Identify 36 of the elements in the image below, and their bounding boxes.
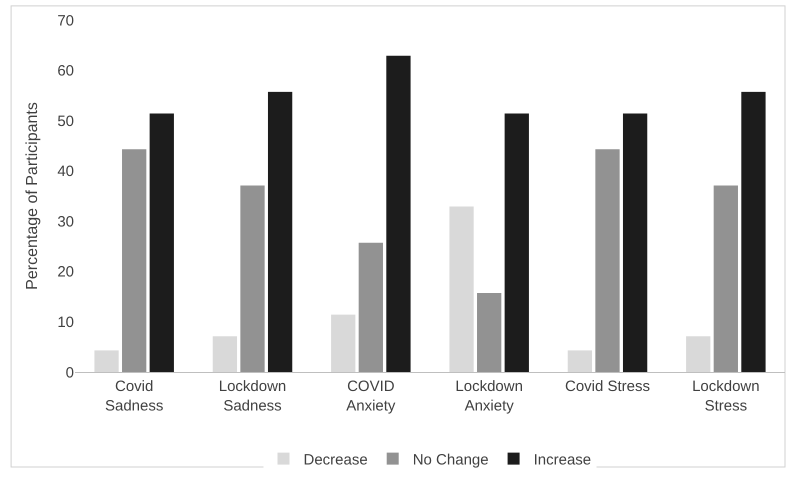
bar — [94, 350, 119, 372]
bar — [268, 92, 292, 372]
bar — [741, 92, 766, 372]
bar — [568, 350, 592, 372]
y-tick-label: 60 — [57, 62, 74, 80]
bar — [504, 114, 529, 372]
legend-label: Increase — [534, 452, 592, 468]
y-tick-label: 30 — [57, 213, 74, 230]
bar — [122, 149, 146, 372]
bar — [386, 56, 411, 372]
x-tick-label: Lockdown Stress — [692, 378, 760, 414]
x-tick-label: Covid Sadness — [104, 378, 164, 414]
bar — [358, 242, 383, 372]
y-tick-label: 50 — [57, 112, 74, 130]
legend-label: No Change — [412, 452, 489, 468]
y-tick-label: 0 — [66, 364, 74, 382]
bar — [595, 149, 620, 372]
bar — [150, 114, 174, 372]
x-tick-label: Lockdown Anxiety — [455, 378, 523, 414]
y-tick-label: 10 — [57, 314, 74, 331]
bar — [714, 185, 738, 372]
bar — [331, 314, 356, 372]
x-tick-label: COVID Anxiety — [346, 378, 396, 414]
legend-label: Decrease — [304, 452, 368, 468]
y-tick-label: 70 — [57, 12, 74, 30]
x-tick-label: Lockdown Sadness — [218, 378, 286, 414]
bar — [686, 336, 710, 372]
x-tick-label: Covid Stress — [564, 378, 650, 395]
bar — [622, 114, 648, 372]
bar — [477, 293, 502, 372]
bar — [240, 185, 265, 372]
bar — [449, 206, 474, 372]
y-axis-title: Percentage of Participants — [24, 102, 42, 290]
y-tick-label: 40 — [57, 163, 74, 180]
y-tick-label: 20 — [57, 264, 74, 281]
bar — [212, 336, 238, 372]
